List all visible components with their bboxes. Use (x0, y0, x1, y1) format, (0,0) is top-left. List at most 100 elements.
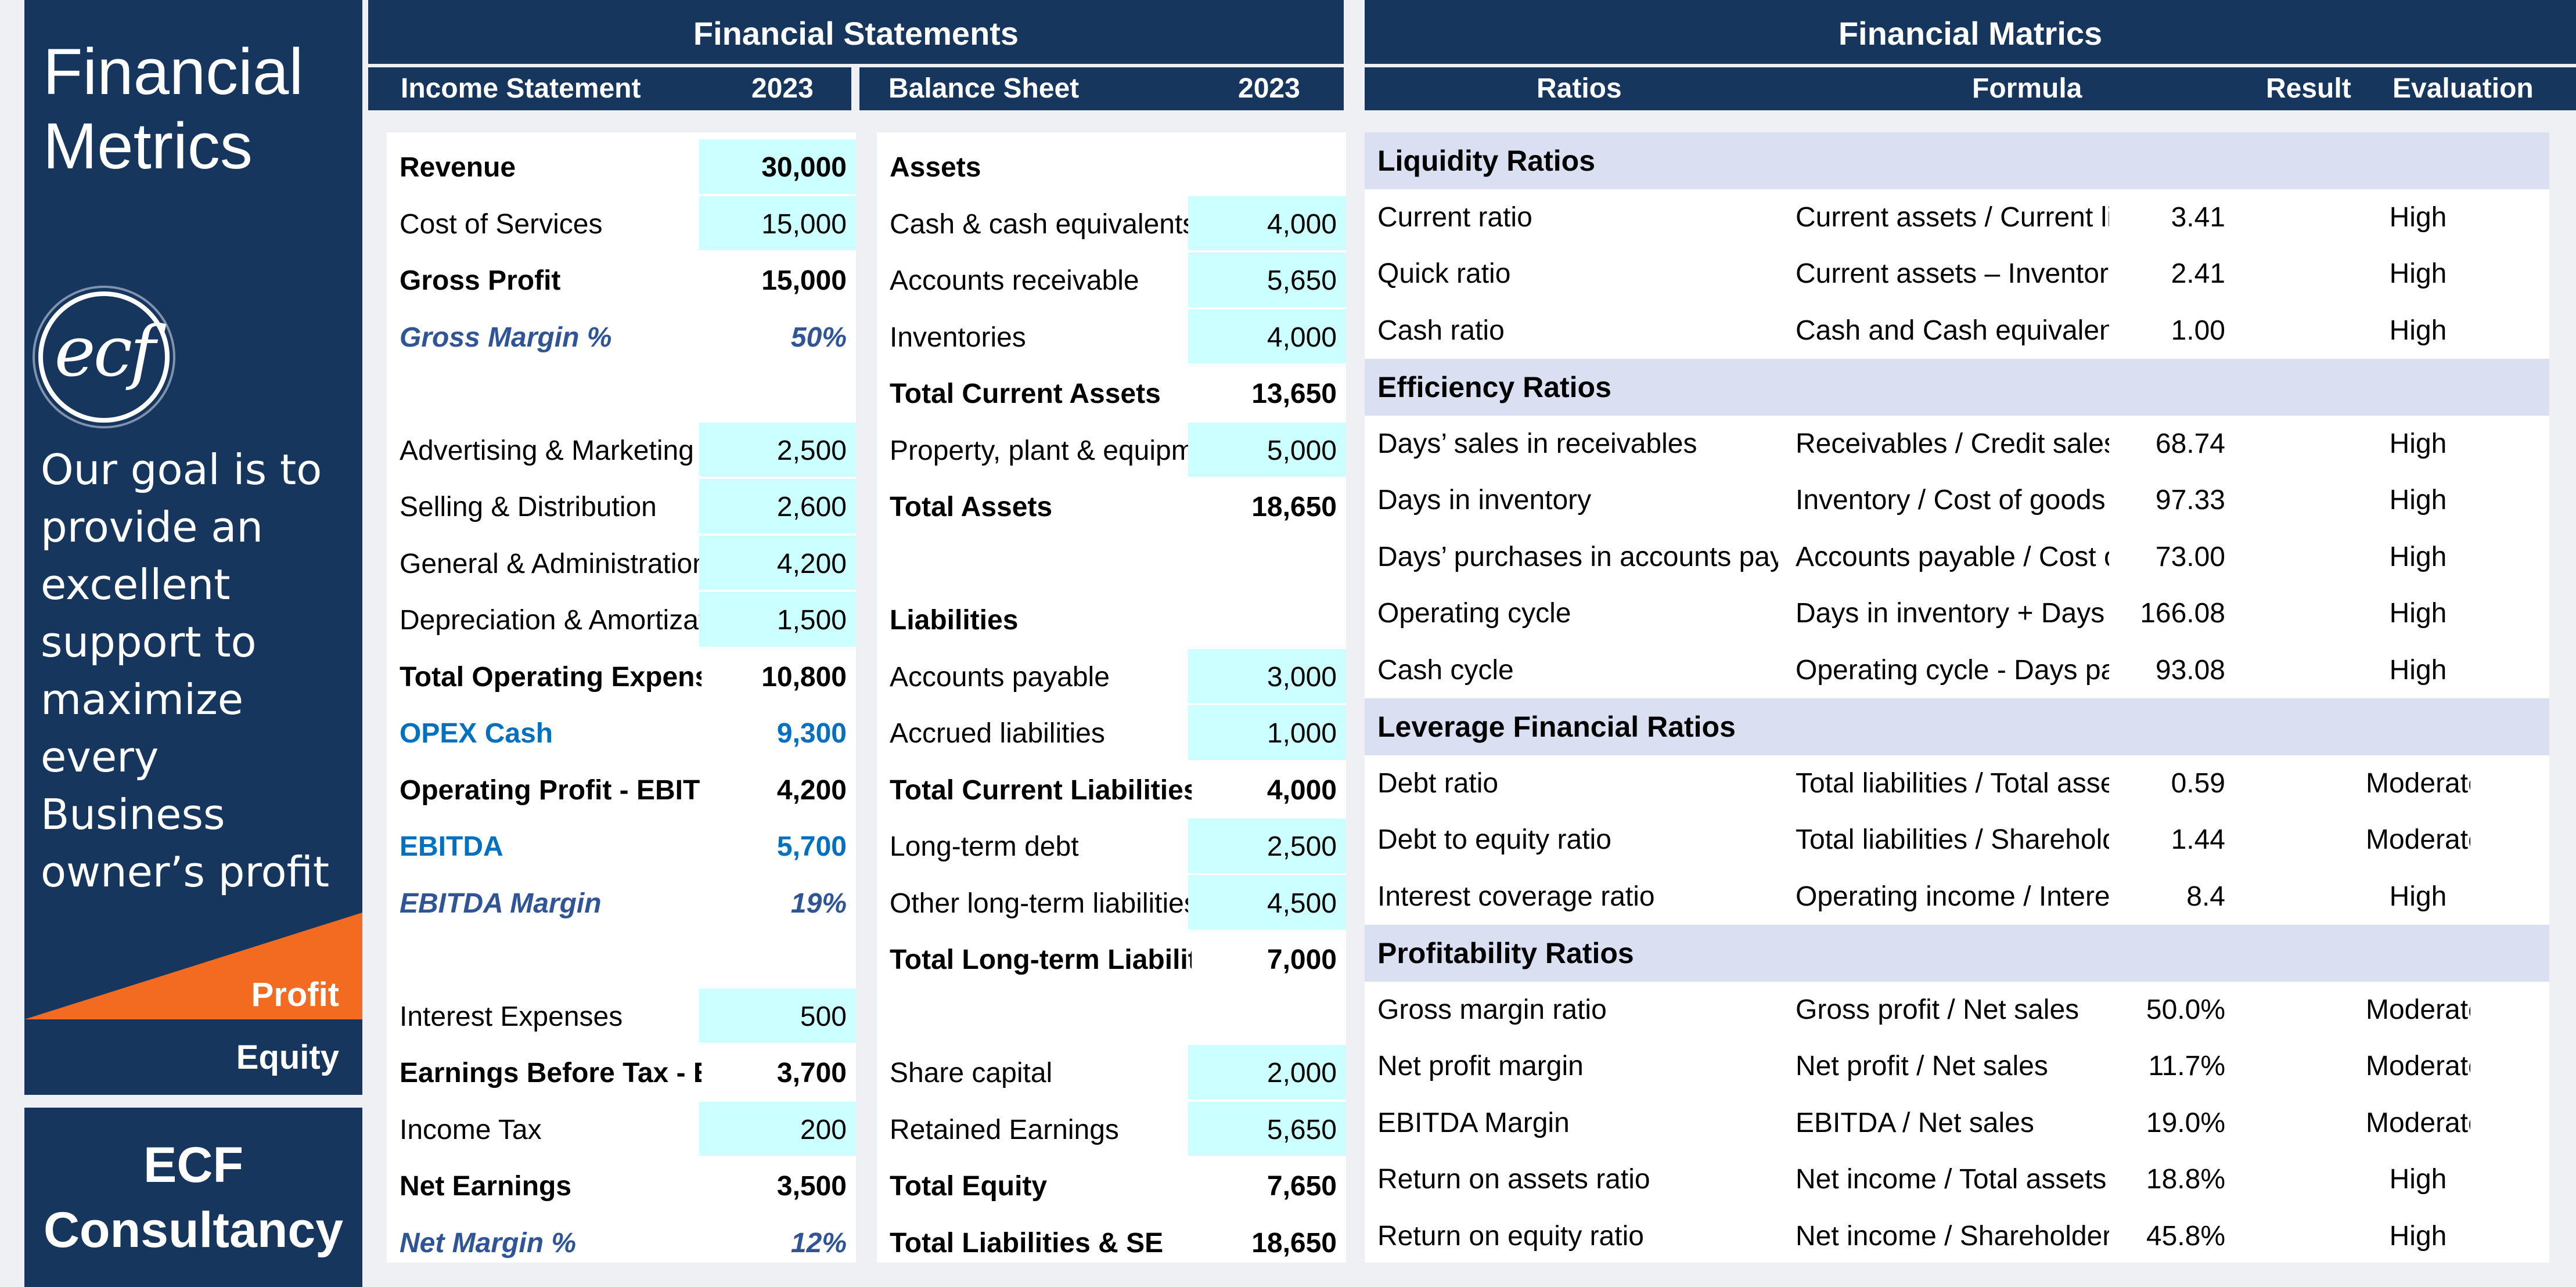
logo-text: ecf (54, 312, 156, 392)
ratio-section-header: Profitability Ratios (1365, 925, 2549, 982)
table-row: Earnings Before Tax - EBT 3,700 (387, 1045, 856, 1102)
ratio-result: 19.0% (2146, 1107, 2225, 1138)
ratio-result: 2.41 (2171, 258, 2225, 289)
input-cell[interactable]: 5,000 (1188, 422, 1346, 477)
input-cell[interactable]: 4,200 (699, 535, 856, 590)
value-cell: 7,000 (1267, 944, 1337, 975)
ratio-section-title: Profitability Ratios (1377, 937, 1634, 969)
input-cell[interactable]: 5,650 (1188, 1101, 1346, 1156)
row-label: Total Assets (890, 492, 1053, 522)
ratio-section-header: Efficiency Ratios (1365, 359, 2549, 416)
financial-statements-title: Financial Statements (368, 0, 1344, 64)
goal-line: provide an (41, 503, 264, 551)
row-label: Total Operating Expenses (400, 661, 701, 693)
table-row: Return on assets ratio Net income / Total… (1365, 1151, 2549, 1208)
value-cell: 3,500 (776, 1171, 847, 1202)
row-label: Revenue (400, 152, 516, 183)
ratio-evaluation: Moderate (2366, 994, 2470, 1025)
input-cell[interactable]: 2,000 (1188, 1045, 1346, 1099)
row-label: Accrued liabilities (890, 718, 1105, 749)
value-cell: 18,650 (1251, 1227, 1337, 1259)
value-cell: 12% (790, 1227, 847, 1259)
row-label (890, 989, 1192, 1046)
input-cell[interactable]: 2,500 (1188, 819, 1346, 873)
equity-label: Equity (236, 1039, 339, 1076)
input-cell[interactable]: 200 (699, 1101, 856, 1156)
table-row: Advertising & Marketing 2,500 (387, 422, 856, 480)
table-row: Quick ratio Current assets – Inventories … (1365, 246, 2549, 302)
table-row: EBITDA Margin 19% (387, 875, 856, 932)
input-cell[interactable]: 5,650 (1188, 253, 1346, 307)
balance-sheet-header-label: Balance Sheet (888, 73, 1080, 104)
row-label: Net Margin % (400, 1227, 577, 1259)
ratio-evaluation: High (2389, 1220, 2447, 1252)
ratio-evaluation: Moderate (2366, 1051, 2470, 1081)
income-statement-panel (387, 132, 856, 1263)
table-row: Current ratio Current assets / Current li… (1365, 189, 2549, 246)
ratio-formula: Operating income / Interest expenses (1796, 881, 2109, 912)
table-row: Return on equity ratio Net income / Share… (1365, 1208, 2549, 1265)
ratio-name: Days in inventory (1377, 485, 1592, 515)
income-statement-header-year: 2023 (751, 73, 814, 104)
row-label: General & Administration (400, 548, 701, 579)
brand-block: ECF Consultancy (24, 1108, 362, 1287)
ratio-evaluation: High (2389, 428, 2447, 459)
table-row: Other long-term liabilities 4,500 (877, 875, 1346, 932)
ratio-result: 18.8% (2146, 1164, 2225, 1195)
ratio-result: 166.08 (2140, 598, 2225, 629)
table-row: Retained Earnings 5,650 (877, 1101, 1346, 1159)
ratio-name: Return on assets ratio (1377, 1164, 1650, 1195)
input-cell[interactable]: 3,000 (1188, 648, 1346, 703)
goal-line: excellent (41, 560, 231, 609)
row-label: EBITDA Margin (400, 888, 602, 919)
balance-sheet-header: Balance Sheet 2023 (859, 67, 1344, 110)
input-cell[interactable]: 4,000 (1188, 309, 1346, 363)
input-cell[interactable]: 2,500 (699, 422, 856, 477)
ratio-formula: Current assets / Current liabilities (1796, 201, 2109, 233)
ratio-section-header: Leverage Financial Ratios (1365, 698, 2549, 755)
ratio-formula: Net profit / Net sales (1796, 1051, 2048, 1081)
ratio-evaluation: High (2389, 881, 2447, 912)
row-label (400, 366, 701, 423)
value-cell (699, 932, 856, 986)
goal-statement: Our goal is to provide an excellent support… (41, 441, 362, 901)
table-row: Accounts receivable 5,650 (877, 253, 1346, 309)
ratio-result: 73.00 (2155, 541, 2225, 572)
ecf-logo: ecf (38, 291, 170, 423)
table-row: Days’ sales in receivables Receivables / … (1365, 416, 2549, 473)
goal-line: maximize every (41, 675, 244, 781)
row-label: Assets (890, 152, 981, 183)
row-label: Earnings Before Tax - EBT (400, 1058, 701, 1088)
input-cell[interactable]: 2,600 (699, 479, 856, 533)
result-column-header: Result (2266, 73, 2351, 104)
ratio-name: Days’ purchases in accounts payable (1377, 541, 1778, 572)
ratio-evaluation: High (2389, 201, 2447, 233)
ratio-section-title: Efficiency Ratios (1377, 371, 1611, 403)
sidebar-title-line2: Metrics (43, 110, 253, 182)
input-cell[interactable]: 30,000 (699, 139, 856, 194)
value-cell: 10,800 (761, 661, 847, 693)
ratio-formula: Net income / Total assets (1796, 1164, 2107, 1195)
row-label: Accounts receivable (890, 265, 1139, 296)
row-label (890, 536, 1192, 593)
input-cell[interactable]: 1,500 (699, 592, 856, 647)
sidebar-title-line1: Financial (43, 35, 304, 108)
ratio-name: Days’ sales in receivables (1377, 428, 1697, 459)
ratio-name: EBITDA Margin (1377, 1107, 1570, 1138)
ratio-formula: Total liabilities / Shareholder’s equity (1796, 824, 2109, 855)
input-cell[interactable]: 4,500 (1188, 875, 1346, 929)
balance-sheet-header-year: 2023 (1238, 73, 1300, 104)
table-row: Days in inventory Inventory / Cost of go… (1365, 472, 2549, 529)
value-cell: 7,650 (1267, 1171, 1337, 1202)
ratio-result: 68.74 (2155, 428, 2225, 459)
input-cell[interactable]: 15,000 (699, 196, 856, 250)
table-row: Net profit margin Net profit / Net sales 1… (1365, 1038, 2549, 1095)
row-label: Total Liabilities & SE (890, 1227, 1164, 1259)
table-row: Gross Profit 15,000 (387, 253, 856, 309)
input-cell[interactable]: 1,000 (1188, 705, 1346, 760)
table-row: Days’ purchases in accounts payable Accou… (1365, 529, 2549, 586)
input-cell[interactable]: 500 (699, 988, 856, 1043)
table-row: Cash ratio Cash and Cash equivalents / Cu… (1365, 302, 2549, 359)
table-row: Depreciation & Amortization1,500 (387, 592, 856, 649)
input-cell[interactable]: 4,000 (1188, 196, 1346, 250)
